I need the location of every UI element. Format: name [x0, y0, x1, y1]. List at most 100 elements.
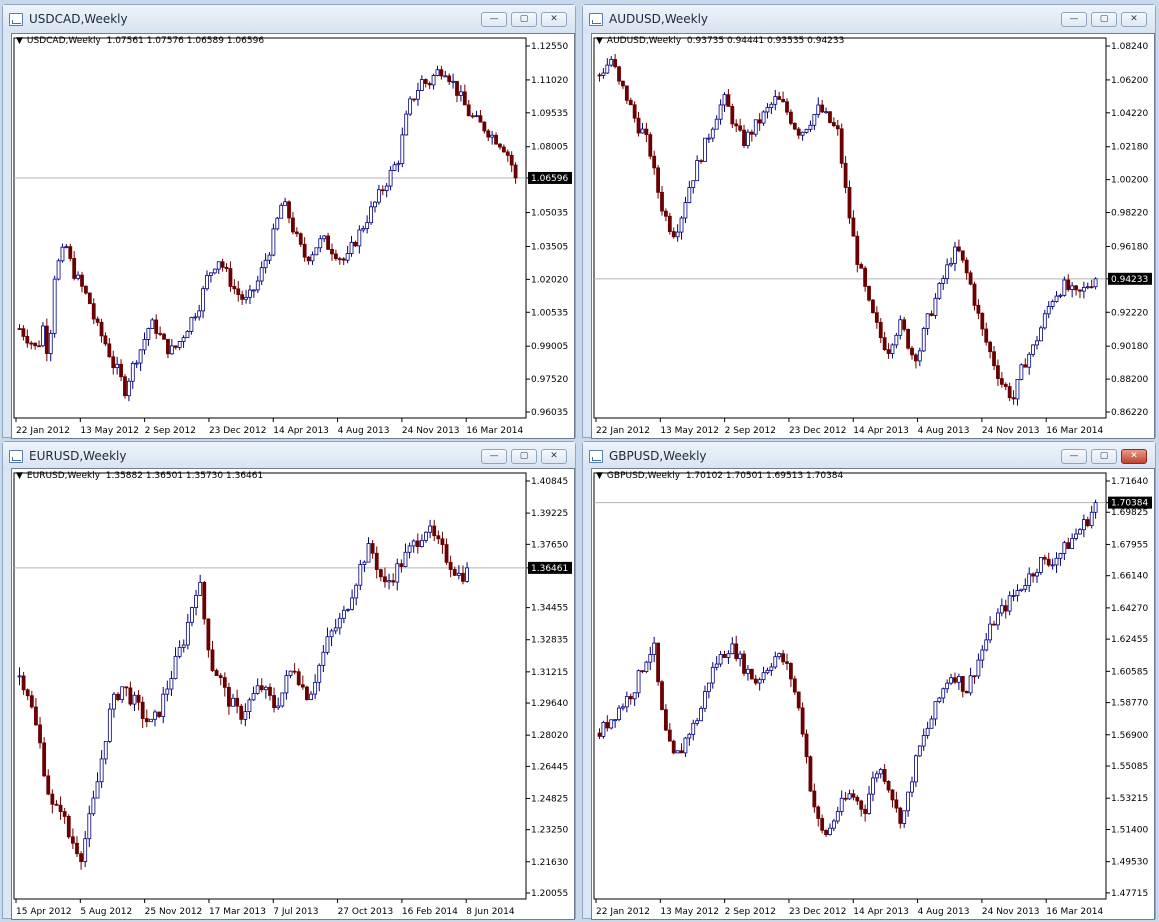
candle-bull	[746, 668, 750, 674]
candle-bull	[1046, 306, 1051, 315]
candle-bear	[605, 721, 610, 729]
candle-bull	[400, 134, 405, 164]
maximize-button[interactable]: ▢	[511, 12, 537, 27]
candle-bull	[276, 705, 281, 709]
close-button[interactable]: ✕	[541, 449, 567, 464]
candle-bull	[695, 720, 700, 724]
chart-window-audusd[interactable]: AUDUSD,Weekly — ▢ ✕ 1.08240 1.06200 1.0422…	[582, 4, 1156, 439]
candle-bull	[1042, 313, 1047, 329]
candle-bear	[75, 842, 79, 855]
candle-bear	[820, 818, 825, 831]
candle-bull	[313, 681, 318, 695]
candle-bull	[1058, 294, 1063, 297]
candle-bull	[52, 278, 57, 334]
current-price-label-bg	[1108, 272, 1152, 285]
candle-bull	[925, 313, 930, 329]
candle-bear	[808, 756, 813, 792]
candle-bull	[874, 773, 879, 779]
candle-bear	[859, 264, 864, 269]
y-tick-label: 0.92220	[1111, 308, 1148, 318]
candle-bear	[370, 543, 375, 554]
window-titlebar[interactable]: GBPUSD,Weekly — ▢ ✕	[583, 442, 1155, 470]
candle-bull	[17, 675, 22, 678]
candle-bull	[146, 328, 151, 340]
candle-bull	[601, 72, 606, 76]
candle-bear	[1023, 364, 1028, 368]
candle-bull	[392, 164, 397, 171]
candle-bull	[773, 656, 778, 668]
candle-bear	[436, 535, 441, 540]
candle-bear	[498, 143, 502, 148]
candle-bull	[333, 627, 338, 632]
chart-canvas[interactable]: 1.40845 1.39225 1.37650 1.36461 1.34455 1.328…	[11, 468, 575, 920]
candle-bull	[765, 670, 770, 674]
chart-window-usdcad[interactable]: USDCAD,Weekly — ▢ ✕ 1.12550 1.11020 1.0953…	[2, 4, 576, 439]
candle-bull	[902, 810, 907, 824]
candle-bull	[718, 654, 723, 665]
window-titlebar[interactable]: USDCAD,Weekly — ▢ ✕	[3, 5, 575, 33]
chart-canvas[interactable]: 1.71640 1.70384 1.69825 1.67955 1.66140 1.642…	[591, 468, 1155, 920]
maximize-button[interactable]: ▢	[511, 449, 537, 464]
candle-bear	[330, 249, 334, 255]
candle-bear	[660, 681, 664, 711]
candle-bear	[440, 538, 445, 545]
y-tick-label: 1.40845	[531, 477, 568, 487]
candle-bear	[486, 130, 491, 138]
candle-bear	[298, 233, 303, 245]
candle-bull	[231, 697, 235, 707]
candle-bull	[251, 693, 256, 701]
candle-bear	[1074, 285, 1078, 291]
candle-bear	[847, 187, 852, 219]
chart-canvas[interactable]: 1.08240 1.06200 1.04220 1.02180 1.00200 0.982…	[591, 33, 1155, 439]
close-button[interactable]: ✕	[541, 12, 567, 27]
candle-bull	[1070, 285, 1075, 290]
candle-bear	[54, 803, 59, 806]
candle-bull	[248, 289, 252, 298]
candle-bear	[37, 345, 41, 348]
candle-bear	[158, 333, 163, 335]
chart-window-eurusd[interactable]: EURUSD,Weekly — ▢ ✕ 1.40845 1.39225 1.3765…	[2, 441, 576, 920]
candle-bear	[742, 653, 746, 674]
candle-bear	[80, 274, 84, 287]
candle-bull	[428, 525, 433, 533]
candlestick-chart: 1.12550 1.11020 1.09535 1.08005 1.06596 1.050…	[13, 37, 572, 436]
candle-bull	[1031, 344, 1035, 355]
candle-bull	[64, 246, 69, 249]
candle-bear	[291, 217, 295, 233]
candle-bull	[1039, 327, 1043, 342]
candle-bull	[988, 623, 993, 641]
candle-bull	[165, 688, 170, 695]
window-titlebar[interactable]: EURUSD,Weekly — ▢ ✕	[3, 442, 575, 470]
candle-bull	[91, 797, 96, 815]
candle-bear	[644, 128, 649, 136]
candle-bull	[456, 572, 461, 576]
minimize-button[interactable]: —	[1061, 449, 1087, 464]
y-tick-label: 1.24825	[531, 794, 568, 804]
maximize-button[interactable]: ▢	[1091, 12, 1117, 27]
chart-canvas[interactable]: 1.12550 1.11020 1.09535 1.08005 1.06596 1.050…	[11, 33, 575, 439]
minimize-button[interactable]: —	[481, 449, 507, 464]
window-titlebar[interactable]: AUDUSD,Weekly — ▢ ✕	[583, 5, 1155, 33]
x-tick-label: 23 Dec 2012	[209, 426, 266, 436]
candle-bull	[738, 653, 743, 660]
candle-bull	[329, 630, 334, 638]
y-tick-label: 1.21630	[531, 858, 568, 868]
candle-bull	[243, 711, 248, 720]
minimize-button[interactable]: —	[1061, 12, 1087, 27]
info-ohlc: 1.07561 1.07576 1.06589 1.06596	[106, 36, 265, 46]
candle-bear	[886, 781, 891, 791]
candle-bear	[1089, 286, 1094, 289]
candle-bull	[373, 201, 377, 208]
candle-bull	[675, 750, 680, 754]
close-button[interactable]: ✕	[1121, 449, 1147, 464]
chart-window-gbpusd[interactable]: GBPUSD,Weekly — ▢ ✕ 1.71640 1.70384 1.6982…	[582, 441, 1156, 920]
candle-bull	[275, 217, 280, 230]
candle-bear	[383, 576, 387, 583]
minimize-button[interactable]: —	[481, 12, 507, 27]
close-button[interactable]: ✕	[1121, 12, 1147, 27]
dropdown-triangle-icon: ▼	[596, 471, 603, 481]
candle-bull	[996, 612, 1000, 626]
candle-bull	[280, 692, 285, 707]
maximize-button[interactable]: ▢	[1091, 449, 1117, 464]
candle-bear	[66, 816, 71, 838]
